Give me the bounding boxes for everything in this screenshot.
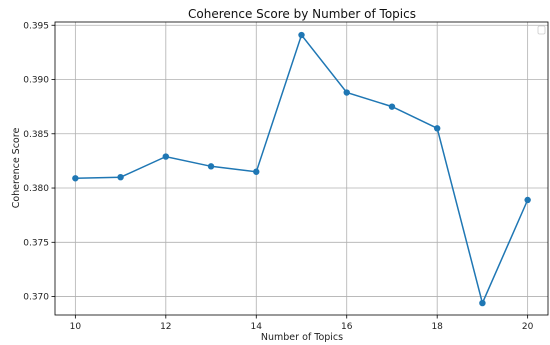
x-tick-label: 12: [160, 322, 171, 332]
y-tick-label: 0.370: [23, 293, 49, 303]
y-axis-title: Coherence Score: [11, 128, 22, 209]
legend-box: [537, 25, 546, 35]
data-point: [72, 175, 79, 182]
data-point: [117, 173, 124, 181]
data-point: [433, 125, 441, 132]
data-point: [253, 168, 260, 175]
x-tick-label: 16: [341, 322, 353, 332]
data-point: [479, 299, 486, 307]
data-point: [162, 153, 170, 160]
x-tick-label: 18: [431, 322, 443, 332]
chart-title: Coherence Score by Number of Topics: [188, 7, 416, 21]
series-line: [75, 33, 529, 306]
data-point: [298, 31, 305, 39]
plot-frame: [54, 21, 549, 316]
y-tick-label: 0.380: [23, 184, 49, 194]
x-tick-label: 14: [251, 322, 263, 332]
y-tick-label: 0.375: [23, 238, 49, 248]
y-tick-label: 0.385: [23, 130, 49, 140]
axis-ticks: 10 12 14 16 18 20 0.370 0.375 0.380 0.385 0.390 0.3…: [23, 21, 533, 332]
grid-lines: [55, 22, 548, 315]
data-point: [343, 89, 350, 96]
x-axis-title: Number of Topics: [261, 332, 343, 343]
x-tick-label: 20: [522, 322, 534, 332]
data-point: [207, 163, 215, 170]
y-tick-label: 0.390: [23, 76, 49, 86]
data-point: [388, 103, 396, 110]
y-tick-label: 0.395: [23, 21, 49, 31]
data-series: [72, 31, 531, 307]
data-point: [524, 196, 531, 204]
x-tick-label: 10: [70, 322, 82, 332]
